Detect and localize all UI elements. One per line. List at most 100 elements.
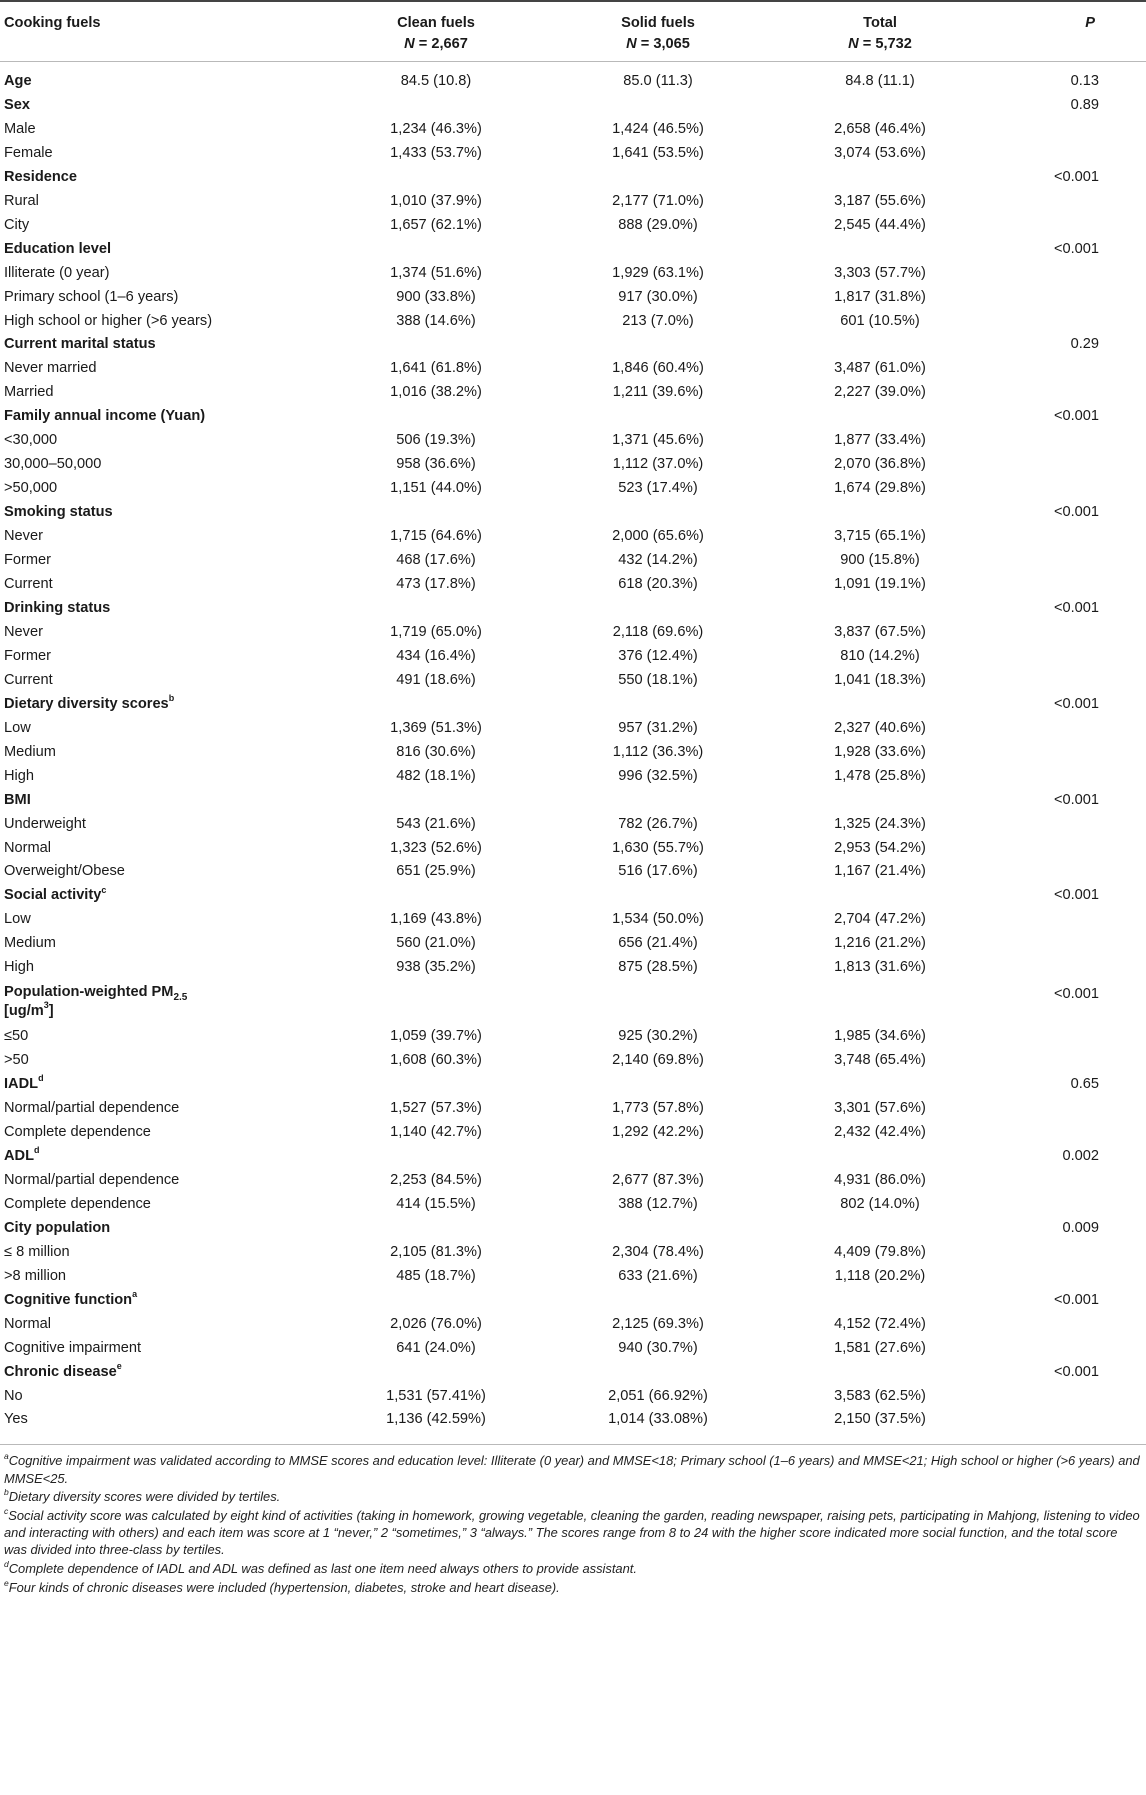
- clean-fuels-value: [325, 1289, 547, 1313]
- footnote-mark: b: [168, 692, 175, 703]
- solid-fuels-value: [547, 789, 769, 813]
- solid-fuels-value: 85.0 (11.3): [623, 73, 693, 89]
- total-value: 1,985 (34.6%): [834, 1028, 926, 1045]
- p-value: [991, 932, 1146, 956]
- clean-fuels-value: 816 (30.6%): [396, 743, 476, 760]
- solid-fuels-value: [547, 1145, 769, 1169]
- table-row: Illiterate (0 year) 1,374 (51.6%) 1,929 (6…: [0, 262, 1146, 286]
- n-value: = 3,065: [640, 36, 690, 52]
- row-label-text: >50,000: [4, 480, 58, 497]
- p-value: <0.001: [1053, 408, 1099, 425]
- p-value: [991, 1241, 1146, 1265]
- total-value: 810 (14.2%): [840, 647, 920, 664]
- table-row: Underweight 543 (21.6%) 782 (26.7%) 1,325 (…: [0, 813, 1146, 837]
- clean-fuels-value: 1,527 (57.3%): [390, 1100, 482, 1117]
- p-value: [991, 1121, 1146, 1145]
- table-row: Complete dependence 1,140 (42.7%) 1,292 (4…: [0, 1121, 1146, 1145]
- clean-fuels-value: 1,715 (64.6%): [390, 528, 482, 545]
- clean-fuels-value: 1,010 (37.9%): [390, 192, 482, 209]
- row-label: Normal/partial dependence: [0, 1097, 325, 1121]
- header-n-row: N = 2,667 N = 3,065 N = 5,732: [0, 31, 1146, 62]
- p-value: [991, 813, 1146, 837]
- row-label-text: Current marital status: [4, 336, 156, 353]
- row-label-text: Education level: [4, 240, 112, 257]
- p-value: [991, 190, 1146, 214]
- row-label-text: ADL: [4, 1147, 34, 1164]
- clean-fuels-value: 1,719 (65.0%): [390, 623, 482, 640]
- p-value: [991, 717, 1146, 741]
- table-row: Never married 1,641 (61.8%) 1,846 (60.4%) 3…: [0, 357, 1146, 381]
- p-value: <0.001: [1053, 1363, 1099, 1380]
- characteristics-table: Cooking fuels Clean fuels Solid fuels To…: [0, 1, 1146, 1427]
- row-label: Never: [0, 621, 325, 645]
- row-label: Normal/partial dependence: [0, 1169, 325, 1193]
- clean-fuels-value: [325, 1073, 547, 1097]
- row-label: Current marital status: [0, 333, 325, 357]
- p-value: [991, 549, 1146, 573]
- footnote-text: Dietary diversity scores were divided by…: [8, 1489, 281, 1505]
- document: Cooking fuels Clean fuels Solid fuels To…: [0, 1, 1146, 1595]
- solid-fuels-value: [547, 166, 769, 190]
- header-n-clean: N = 2,667: [325, 31, 547, 62]
- row-label: ≤ 8 million: [0, 1241, 325, 1265]
- header-n-solid: N = 3,065: [547, 31, 769, 62]
- row-label-text: >8 million: [4, 1267, 67, 1284]
- row-label-text: Sex: [4, 96, 30, 113]
- footnote: dComplete dependence of IADL and ADL was…: [4, 1560, 1140, 1577]
- solid-fuels-value: [547, 1073, 769, 1097]
- row-label-text: Medium: [4, 935, 56, 952]
- table-row: Former 468 (17.6%) 432 (14.2%) 900 (15.8%): [0, 549, 1146, 573]
- solid-fuels-value: 516 (17.6%): [618, 863, 698, 880]
- p-value: [991, 908, 1146, 932]
- p-value: <0.001: [1053, 695, 1099, 712]
- row-label: BMI: [0, 789, 325, 813]
- solid-fuels-value: [547, 980, 769, 1025]
- clean-fuels-value: [325, 1361, 547, 1385]
- p-value: <0.001: [1053, 240, 1099, 257]
- clean-fuels-value: 2,105 (81.3%): [390, 1243, 482, 1260]
- row-label-text: Never: [4, 623, 43, 640]
- p-value: [991, 1385, 1146, 1409]
- row-label: Residence: [0, 166, 325, 190]
- total-value: 1,928 (33.6%): [834, 743, 926, 760]
- header-solid-fuels: Solid fuels: [621, 15, 695, 31]
- solid-fuels-value: 875 (28.5%): [618, 959, 698, 976]
- p-value: [991, 1049, 1146, 1073]
- total-value: 601 (10.5%): [840, 312, 920, 329]
- table-category-row: Age 84.5 (10.8) 85.0 (11.3) 84.8 (11.1) 0.13: [0, 62, 1146, 94]
- p-value: 0.65: [1070, 1076, 1099, 1093]
- table-row: Overweight/Obese 651 (25.9%) 516 (17.6%) 1,…: [0, 860, 1146, 884]
- total-value: 4,409 (79.8%): [834, 1243, 926, 1260]
- total-value: [769, 1145, 991, 1169]
- p-value: 0.002: [1062, 1147, 1099, 1164]
- header-p-value: P: [1085, 15, 1095, 31]
- solid-fuels-value: 388 (12.7%): [618, 1195, 698, 1212]
- total-value: [769, 405, 991, 429]
- row-label: Overweight/Obese: [0, 860, 325, 884]
- p-value: [991, 1097, 1146, 1121]
- row-label-text: Smoking status: [4, 504, 113, 521]
- p-value: [991, 1169, 1146, 1193]
- clean-fuels-value: 2,026 (76.0%): [390, 1315, 482, 1332]
- total-value: 1,216 (21.2%): [834, 935, 926, 952]
- solid-fuels-value: 1,773 (57.8%): [612, 1100, 704, 1117]
- row-label-text: Male: [4, 120, 36, 137]
- row-label-text: City: [4, 216, 30, 233]
- row-label: City population: [0, 1217, 325, 1241]
- clean-fuels-value: 900 (33.8%): [396, 288, 476, 305]
- solid-fuels-value: 925 (30.2%): [618, 1028, 698, 1045]
- p-value: [991, 1025, 1146, 1049]
- row-label: Cognitive functiona: [0, 1289, 325, 1313]
- clean-fuels-value: 434 (16.4%): [396, 647, 476, 664]
- total-value: [769, 884, 991, 908]
- clean-fuels-value: 506 (19.3%): [396, 432, 476, 449]
- solid-fuels-value: [547, 884, 769, 908]
- row-label: Male: [0, 118, 325, 142]
- total-value: 1,877 (33.4%): [834, 432, 926, 449]
- row-label-text: Married: [4, 384, 54, 401]
- row-label: Medium: [0, 741, 325, 765]
- clean-fuels-value: 1,323 (52.6%): [390, 839, 482, 856]
- solid-fuels-value: 996 (32.5%): [618, 767, 698, 784]
- row-label-text: Former: [4, 647, 52, 664]
- row-label: Education level: [0, 238, 325, 262]
